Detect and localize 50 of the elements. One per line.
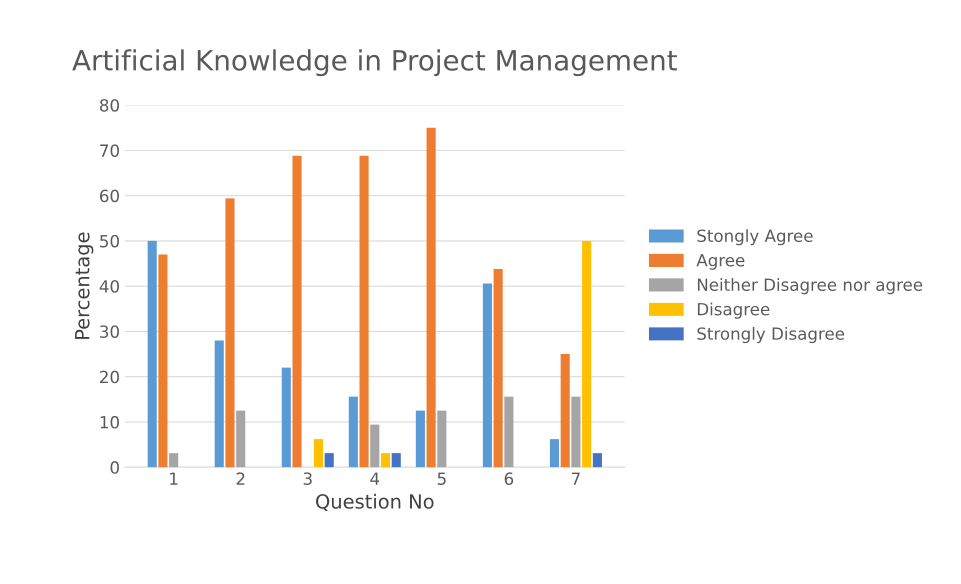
legend-label: Stongly Agree — [697, 229, 813, 246]
x-tick-label: 1 — [170, 472, 178, 485]
x-tick-label: 2 — [236, 472, 244, 485]
bar — [582, 240, 592, 468]
y-tick-label: 60 — [100, 190, 119, 202]
bar — [437, 410, 446, 468]
bar — [494, 268, 503, 468]
bar — [314, 439, 324, 468]
bar — [416, 410, 425, 468]
x-axis-title: Question No — [316, 494, 434, 512]
y-tick-label: 80 — [100, 99, 119, 112]
legend-label: Disagree — [698, 302, 770, 319]
y-axis-title: Percentage — [75, 232, 94, 339]
y-tick-label: 50 — [100, 234, 119, 248]
x-tick-label: 7 — [572, 472, 580, 485]
bar — [169, 453, 178, 468]
bar — [236, 410, 246, 468]
x-tick-label: 6 — [504, 472, 514, 485]
bar — [550, 439, 560, 468]
bar — [370, 424, 380, 468]
y-tick-label: 10 — [100, 416, 119, 429]
legend-label: Agree — [696, 254, 744, 270]
bar — [504, 396, 514, 468]
bar — [148, 240, 157, 468]
bar — [571, 396, 580, 468]
bar — [592, 453, 602, 468]
legend-label: Strongly Disagree — [697, 327, 844, 344]
bar — [482, 283, 492, 468]
bar — [324, 453, 334, 468]
bar — [392, 453, 401, 468]
bar — [360, 156, 369, 468]
legend-label: Neither Disagree nor agree — [698, 278, 922, 294]
x-tick-label: 5 — [438, 472, 446, 485]
bar — [225, 198, 235, 468]
y-tick-label: 0 — [110, 461, 119, 474]
bar — [380, 453, 390, 468]
bar — [426, 128, 436, 468]
x-tick-label: 4 — [370, 472, 380, 485]
bar — [214, 340, 224, 468]
bar — [292, 156, 302, 468]
bar — [348, 396, 358, 468]
y-tick-label: 70 — [100, 144, 119, 157]
bar — [158, 254, 168, 468]
y-tick-label: 30 — [100, 325, 119, 338]
bar — [282, 368, 291, 468]
x-tick-label: 3 — [304, 472, 312, 485]
y-tick-label: 40 — [100, 280, 119, 293]
chart-title: Artificial Knowledge in Project Management — [72, 49, 677, 76]
bar — [560, 354, 570, 468]
y-tick-label: 20 — [100, 370, 119, 384]
